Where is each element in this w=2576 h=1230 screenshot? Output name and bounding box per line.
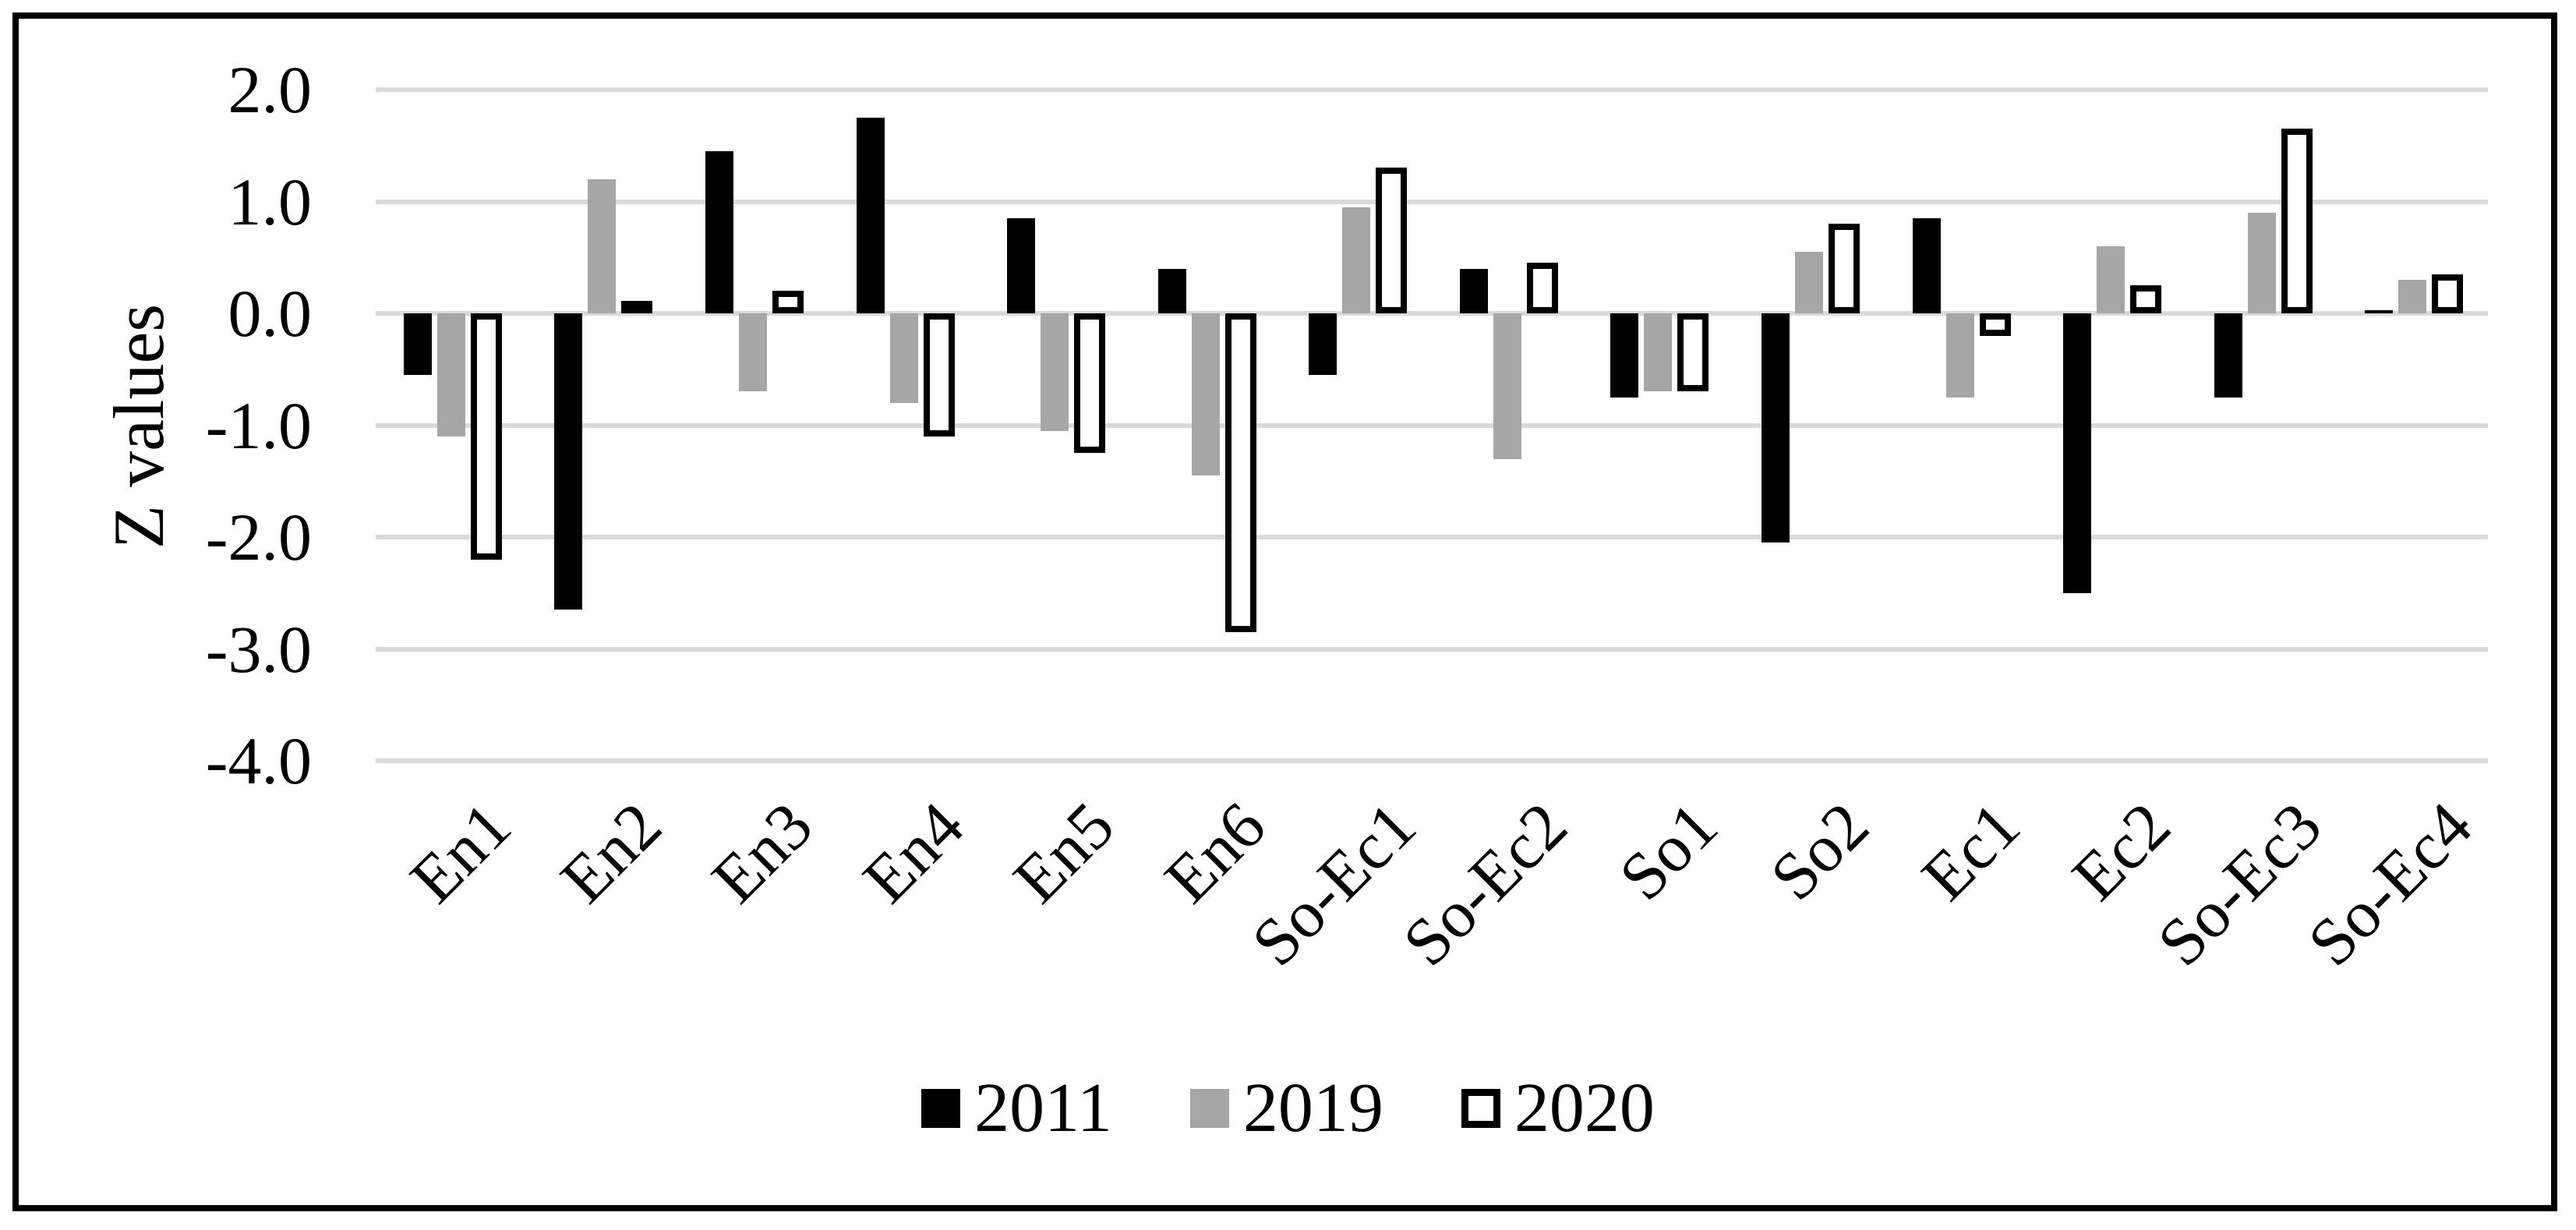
bar-So1-2020: [1677, 313, 1709, 392]
bar-En1-2020: [470, 313, 502, 560]
legend-label: 2011: [974, 1069, 1112, 1147]
bar-En3-2020: [772, 291, 804, 313]
legend: 2011 2019 2020: [0, 1069, 2576, 1147]
y-tick-label: -2.0: [205, 500, 312, 574]
bar-So-Ec3-2011: [2214, 313, 2242, 398]
bar-So-Ec4-2011: [2365, 309, 2394, 313]
bar-En1-2011: [403, 313, 432, 375]
black-filled-square-icon: [921, 1089, 961, 1128]
gridline: [376, 758, 2488, 763]
bar-So-Ec4-2020: [2432, 274, 2464, 313]
legend-item-2011: 2011: [921, 1069, 1112, 1147]
bar-So-Ec3-2019: [2247, 212, 2276, 313]
bar-En5-2011: [1007, 218, 1036, 313]
gray-filled-square-icon: [1189, 1089, 1229, 1128]
bar-En4-2019: [889, 313, 918, 403]
bar-So-Ec1-2020: [1376, 168, 1408, 313]
gridline: [376, 199, 2488, 204]
gridline: [376, 87, 2488, 92]
y-tick-label: -3.0: [205, 611, 312, 687]
bar-Ec1-2019: [1945, 313, 1974, 398]
bar-So2-2020: [1828, 224, 1860, 313]
y-tick-label: 2.0: [228, 52, 313, 127]
bar-En3-2011: [705, 150, 733, 313]
bar-So-Ec2-2019: [1493, 313, 1521, 459]
legend-label: 2019: [1242, 1069, 1383, 1147]
bar-So2-2019: [1794, 252, 1823, 313]
bar-En6-2020: [1224, 313, 1256, 632]
bar-En2-2019: [588, 178, 617, 313]
gridline: [376, 311, 2488, 316]
bar-Ec1-2011: [1912, 218, 1941, 313]
bar-Ec2-2011: [2063, 313, 2092, 593]
y-tick-label: -4.0: [205, 723, 312, 798]
bar-En2-2011: [554, 313, 583, 610]
bar-Ec2-2020: [2130, 285, 2162, 313]
bar-Ec2-2019: [2097, 246, 2125, 313]
bar-So1-2019: [1644, 313, 1673, 392]
y-tick-label: -1.0: [205, 387, 312, 463]
chart-border-frame: [12, 12, 2557, 1211]
bar-So2-2011: [1761, 313, 1790, 543]
bar-So-Ec1-2019: [1342, 207, 1371, 313]
legend-label: 2020: [1514, 1069, 1655, 1147]
bar-So-Ec4-2019: [2398, 279, 2427, 313]
gridline: [376, 535, 2488, 539]
legend-item-2019: 2019: [1189, 1069, 1383, 1147]
bar-En4-2020: [923, 313, 955, 437]
bar-So-Ec1-2011: [1309, 313, 1337, 375]
bar-En6-2019: [1191, 313, 1220, 476]
bar-En2-2020: [621, 301, 653, 313]
bar-So-Ec2-2020: [1526, 263, 1558, 313]
bar-En4-2011: [856, 117, 885, 313]
gridline: [376, 646, 2488, 652]
bar-En5-2020: [1074, 313, 1106, 454]
bar-En6-2011: [1157, 268, 1186, 313]
y-tick-label: 0.0: [228, 276, 313, 351]
bar-Ec1-2020: [1979, 313, 2011, 336]
bar-En5-2019: [1041, 313, 1069, 431]
bar-En3-2019: [738, 313, 767, 392]
legend-item-2020: 2020: [1461, 1069, 1655, 1147]
bar-So1-2011: [1610, 313, 1639, 398]
gridline: [376, 422, 2488, 428]
bar-So-Ec3-2020: [2281, 129, 2313, 313]
y-tick-label: 1.0: [228, 164, 313, 239]
bar-En1-2019: [436, 313, 465, 437]
bar-So-Ec2-2011: [1459, 268, 1488, 313]
white-outlined-square-icon: [1461, 1089, 1500, 1128]
